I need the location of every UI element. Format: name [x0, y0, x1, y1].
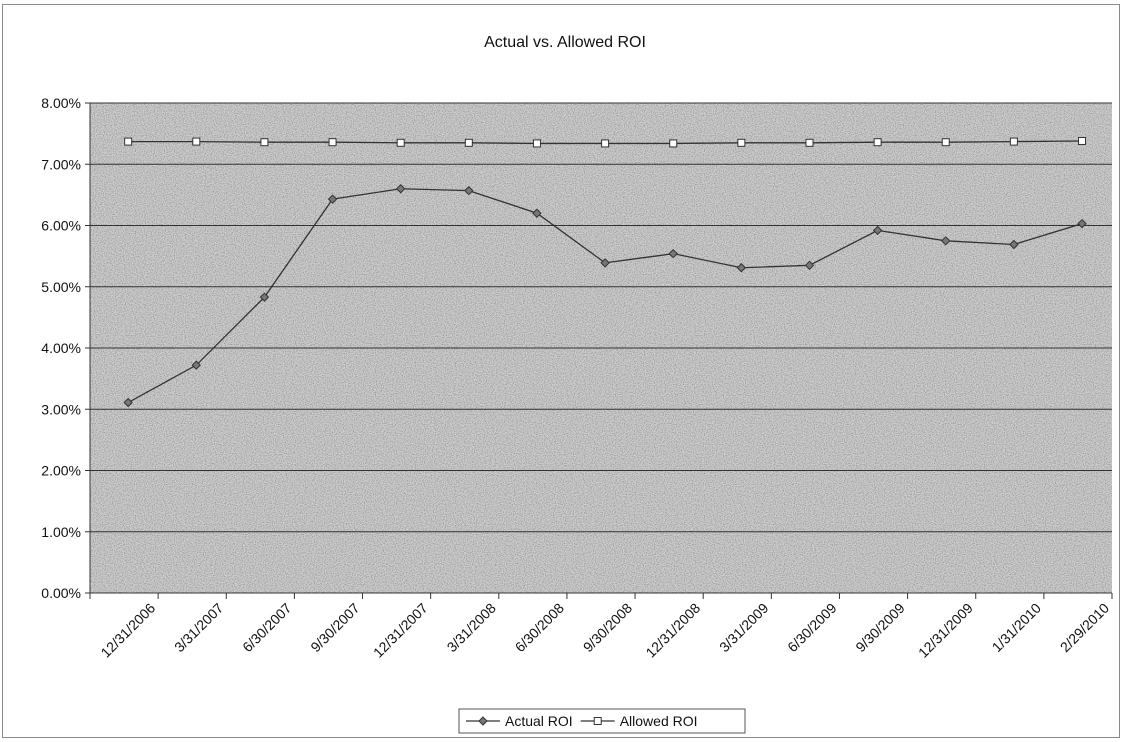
y-tick-label: 2.00%	[41, 463, 81, 479]
x-tick-label: 12/31/2007	[370, 600, 431, 661]
y-tick-label: 1.00%	[41, 524, 81, 540]
data-point-actual-roi	[941, 236, 951, 246]
y-tick-label: 5.00%	[41, 279, 81, 295]
data-point-actual-roi	[259, 292, 270, 302]
y-tick-label: 4.00%	[41, 340, 81, 356]
x-tick-label: 6/30/2008	[512, 600, 568, 656]
legend-marker-actual-roi	[478, 716, 488, 726]
data-point-allowed-roi	[124, 137, 133, 146]
data-point-allowed-roi	[737, 138, 746, 147]
data-point-actual-roi	[668, 248, 678, 259]
legend-label-actual-roi: Actual ROI	[505, 713, 573, 729]
chart-title: Actual vs. Allowed ROI	[484, 34, 646, 51]
data-point-allowed-roi	[805, 138, 814, 147]
data-point-actual-roi	[600, 258, 610, 268]
data-point-allowed-roi	[396, 138, 405, 147]
x-tick-label: 3/31/2007	[171, 600, 227, 656]
data-point-allowed-roi	[873, 138, 882, 147]
y-tick-label: 0.00%	[41, 585, 81, 601]
y-tick-label: 7.00%	[41, 156, 81, 172]
data-point-actual-roi	[395, 184, 406, 194]
data-point-actual-roi	[1009, 239, 1019, 250]
data-point-allowed-roi	[260, 138, 269, 147]
x-tick-label: 6/30/2009	[784, 600, 840, 656]
data-point-actual-roi	[532, 208, 542, 218]
x-tick-label: 12/31/2006	[97, 600, 158, 661]
legend: Actual ROI Allowed ROI	[458, 708, 746, 734]
x-tick-label: 9/30/2008	[580, 600, 636, 656]
y-tick-label: 6.00%	[41, 218, 81, 234]
data-point-actual-roi	[736, 263, 747, 273]
data-point-actual-roi	[123, 397, 133, 408]
data-point-actual-roi	[327, 194, 338, 204]
legend-marker-allowed-roi	[593, 717, 602, 725]
data-point-allowed-roi	[464, 138, 473, 147]
data-point-actual-roi	[464, 185, 474, 196]
data-point-allowed-roi	[532, 139, 541, 148]
data-point-allowed-roi	[192, 137, 201, 146]
data-point-allowed-roi	[1078, 136, 1087, 145]
y-tick-label: 8.00%	[41, 95, 81, 111]
x-tick-label: 12/31/2009	[915, 600, 976, 661]
data-point-actual-roi	[872, 225, 883, 236]
data-point-actual-roi	[804, 260, 815, 271]
data-point-allowed-roi	[328, 138, 337, 147]
data-point-allowed-roi	[1009, 137, 1018, 146]
x-tick-label: 12/31/2008	[642, 600, 703, 661]
x-tick-label: 1/31/2010	[989, 600, 1045, 656]
data-point-actual-roi	[191, 360, 201, 370]
x-tick-label: 2/29/2010	[1057, 600, 1113, 656]
x-tick-label: 3/31/2009	[716, 600, 772, 656]
data-point-actual-roi	[1077, 218, 1087, 229]
x-tick-label: 9/30/2009	[852, 600, 908, 656]
legend-label-allowed-roi: Allowed ROI	[620, 713, 698, 729]
x-tick-label: 3/31/2008	[444, 600, 500, 656]
x-tick-label: 9/30/2007	[307, 600, 363, 656]
x-tick-label: 6/30/2007	[239, 600, 295, 656]
data-point-allowed-roi	[669, 139, 678, 148]
y-tick-label: 3.00%	[41, 401, 81, 417]
data-point-allowed-roi	[601, 139, 610, 148]
data-point-allowed-roi	[941, 138, 950, 147]
